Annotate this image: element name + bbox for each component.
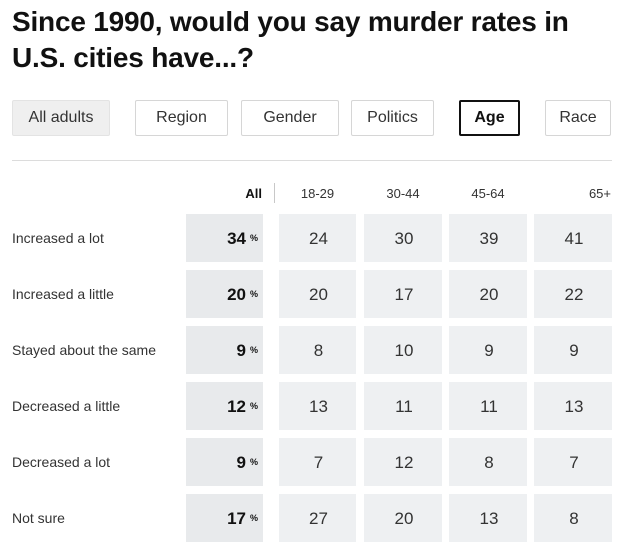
- row-label: Increased a lot: [12, 230, 104, 246]
- all-value: 12: [227, 397, 246, 416]
- divider: [12, 160, 612, 161]
- tab-age[interactable]: Age: [459, 100, 520, 136]
- all-value: 34: [227, 229, 246, 248]
- cell-bg: [364, 270, 442, 318]
- cell-bg: [534, 214, 612, 262]
- cell-value: 13: [309, 397, 328, 416]
- cell-value: 8: [314, 341, 323, 360]
- page-title: Since 1990, would you say murder rates i…: [12, 6, 569, 73]
- cell-bg: [279, 494, 356, 542]
- all-value: 9: [237, 341, 246, 360]
- cell-bg: [364, 382, 442, 430]
- cell-bg: [534, 494, 612, 542]
- row-label: Increased a little: [12, 286, 114, 302]
- all-cell-bg: [186, 494, 263, 542]
- tab-gender[interactable]: Gender: [241, 100, 339, 136]
- cell-value: 27: [309, 509, 328, 528]
- cell-value: 41: [565, 229, 584, 248]
- cell-value: 20: [309, 285, 328, 304]
- all-cell-bg: [186, 214, 263, 262]
- cell-value: 7: [569, 453, 578, 472]
- cell-value: 13: [480, 509, 499, 528]
- row-label: Not sure: [12, 510, 65, 526]
- row-label: Decreased a little: [12, 398, 120, 414]
- cell-value: 30: [395, 229, 414, 248]
- cell-value: 22: [565, 285, 584, 304]
- cell-bg: [449, 270, 527, 318]
- cell-value: 11: [395, 397, 413, 416]
- tab-race[interactable]: Race: [545, 100, 611, 136]
- cell-value: 8: [569, 509, 578, 528]
- cell-bg: [534, 270, 612, 318]
- header-separator: [274, 183, 275, 203]
- all-cell-bg: [186, 270, 263, 318]
- tab-region[interactable]: Region: [135, 100, 228, 136]
- cell-value: 17: [395, 285, 414, 304]
- cell-bg: [279, 214, 356, 262]
- cell-bg: [279, 438, 356, 486]
- column-header-45-64: 45-64: [471, 186, 504, 201]
- cell-bg: [364, 438, 442, 486]
- percent-sign: %: [250, 289, 258, 299]
- all-value: 17: [227, 509, 246, 528]
- column-header-65+: 65+: [589, 186, 611, 201]
- cell-bg: [534, 438, 612, 486]
- cell-bg: [364, 214, 442, 262]
- cell-value: 24: [309, 229, 328, 248]
- cell-bg: [534, 382, 612, 430]
- cell-value: 7: [314, 453, 323, 472]
- header-all: All: [245, 186, 262, 201]
- cell-bg: [364, 494, 442, 542]
- cell-value: 9: [484, 341, 493, 360]
- cell-bg: [449, 494, 527, 542]
- cell-value: 8: [484, 453, 493, 472]
- cell-value: 10: [395, 341, 414, 360]
- cell-value: 11: [480, 397, 498, 416]
- percent-sign: %: [250, 401, 258, 411]
- cell-bg: [449, 382, 527, 430]
- column-header-30-44: 30-44: [386, 186, 419, 201]
- all-cell-bg: [186, 382, 263, 430]
- column-header-18-29: 18-29: [301, 186, 334, 201]
- row-label: Decreased a lot: [12, 454, 110, 470]
- cell-bg: [364, 326, 442, 374]
- percent-sign: %: [250, 345, 258, 355]
- percent-sign: %: [250, 457, 258, 467]
- cell-bg: [449, 214, 527, 262]
- all-value: 20: [227, 285, 246, 304]
- cell-bg: [534, 326, 612, 374]
- cell-bg: [449, 438, 527, 486]
- all-cell-bg: [186, 438, 263, 486]
- cell-value: 9: [569, 341, 578, 360]
- cell-value: 20: [480, 285, 499, 304]
- row-label: Stayed about the same: [12, 342, 156, 358]
- cell-value: 20: [395, 509, 414, 528]
- cell-bg: [279, 382, 356, 430]
- cell-bg: [449, 326, 527, 374]
- cell-value: 39: [480, 229, 499, 248]
- cell-value: 13: [565, 397, 584, 416]
- cell-value: 12: [395, 453, 414, 472]
- tab-politics[interactable]: Politics: [351, 100, 434, 136]
- percent-sign: %: [250, 513, 258, 523]
- cell-bg: [279, 270, 356, 318]
- percent-sign: %: [250, 233, 258, 243]
- all-value: 9: [237, 453, 246, 472]
- all-cell-bg: [186, 326, 263, 374]
- cell-bg: [279, 326, 356, 374]
- filter-tabs: All adults Region Gender Politics Age Ra…: [12, 100, 612, 136]
- tab-all-adults[interactable]: All adults: [12, 100, 110, 136]
